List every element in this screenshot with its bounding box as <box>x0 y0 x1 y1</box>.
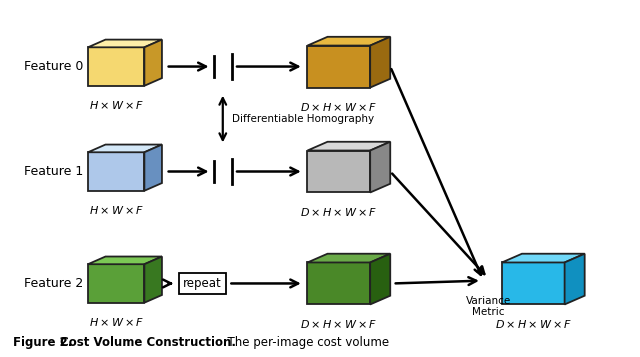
Text: $D\times H\times W\times F$: $D\times H\times W\times F$ <box>300 206 378 218</box>
FancyBboxPatch shape <box>179 273 226 294</box>
Polygon shape <box>88 257 162 264</box>
Text: Feature 0: Feature 0 <box>24 60 83 73</box>
Polygon shape <box>564 254 585 305</box>
Text: $D\times H\times W\times F$: $D\times H\times W\times F$ <box>300 318 378 330</box>
Text: Feature 1: Feature 1 <box>24 165 83 178</box>
Text: Figure 2.: Figure 2. <box>13 336 72 349</box>
Polygon shape <box>370 254 390 305</box>
Polygon shape <box>88 145 162 152</box>
Polygon shape <box>370 142 390 192</box>
Polygon shape <box>88 47 145 86</box>
Polygon shape <box>502 262 564 305</box>
Text: Feature 2: Feature 2 <box>24 277 83 290</box>
Polygon shape <box>88 152 145 191</box>
Text: $D\times H\times W\times F$: $D\times H\times W\times F$ <box>300 101 378 113</box>
Polygon shape <box>88 264 145 303</box>
Polygon shape <box>307 142 390 151</box>
Text: The per-image cost volume: The per-image cost volume <box>220 336 388 349</box>
Polygon shape <box>307 46 370 87</box>
Polygon shape <box>307 151 370 192</box>
Polygon shape <box>88 40 162 47</box>
Text: $D\times H\times W\times F$: $D\times H\times W\times F$ <box>495 318 572 330</box>
Text: Cost Volume Construction.: Cost Volume Construction. <box>60 336 236 349</box>
Polygon shape <box>307 262 370 305</box>
Polygon shape <box>145 257 162 303</box>
Polygon shape <box>307 254 390 262</box>
Text: $H\times W\times F$: $H\times W\times F$ <box>88 204 144 216</box>
Text: Differentiable Homography: Differentiable Homography <box>232 114 374 124</box>
Polygon shape <box>502 254 585 262</box>
Text: Variance
Metric: Variance Metric <box>465 296 511 317</box>
Polygon shape <box>370 37 390 87</box>
Text: $H\times W\times F$: $H\times W\times F$ <box>88 99 144 111</box>
Polygon shape <box>307 37 390 46</box>
Polygon shape <box>145 40 162 86</box>
Text: repeat: repeat <box>183 277 222 290</box>
Polygon shape <box>145 145 162 191</box>
Text: $H\times W\times F$: $H\times W\times F$ <box>88 316 144 328</box>
